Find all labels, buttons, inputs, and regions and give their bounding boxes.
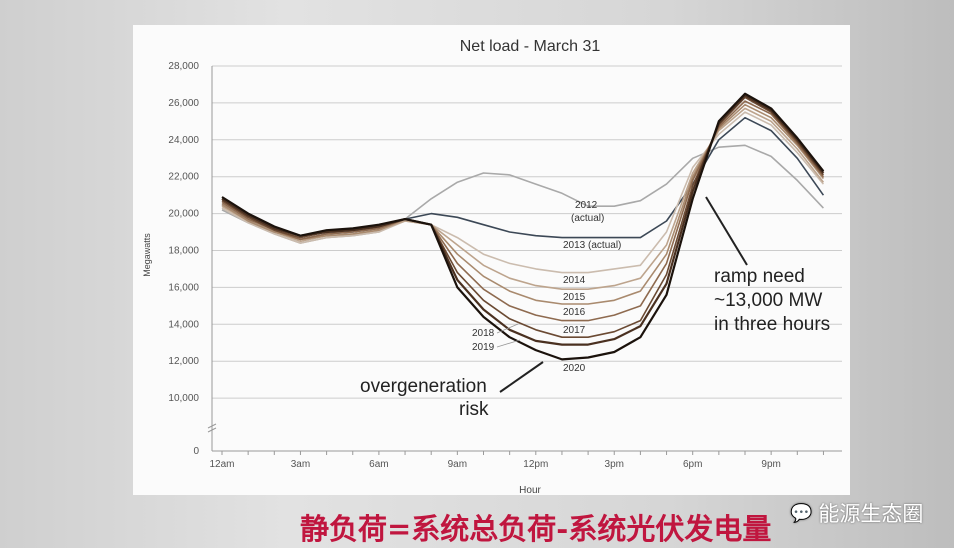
x-tick-label: 9am bbox=[448, 459, 467, 470]
y-tick-label: 10,000 bbox=[168, 393, 199, 404]
y-tick-label: 18,000 bbox=[168, 246, 199, 257]
series-line-2012 bbox=[221, 144, 824, 244]
x-tick-label: 3am bbox=[291, 459, 310, 470]
label-2019: 2019 bbox=[472, 342, 495, 353]
series-line-2020 bbox=[221, 92, 825, 361]
y-tick-label: 0 bbox=[193, 446, 199, 457]
leader-2018 bbox=[496, 323, 519, 334]
series-line-2014 bbox=[221, 111, 825, 274]
ramp-label-3: in three hours bbox=[714, 314, 830, 335]
leader-2019 bbox=[496, 339, 521, 348]
series-line-2019 bbox=[221, 94, 825, 346]
ramp-pointer bbox=[705, 196, 748, 266]
risk-label: risk bbox=[459, 399, 489, 420]
caption: 静负荷=系统总负荷-系统光伏发电量 bbox=[300, 512, 772, 546]
y-tick-label: 22,000 bbox=[168, 172, 199, 183]
label-2017: 2017 bbox=[563, 325, 586, 336]
x-axis-label: Hour bbox=[519, 485, 541, 496]
y-tick-label: 12,000 bbox=[168, 356, 199, 367]
ramp-label-1: ramp need bbox=[714, 266, 805, 287]
y-tick-label: 28,000 bbox=[168, 61, 199, 72]
label-2012-actual: (actual) bbox=[571, 213, 604, 224]
chart-title: Net load - March 31 bbox=[460, 38, 601, 55]
x-tick-label: 9pm bbox=[761, 459, 780, 470]
y-tick-label: 14,000 bbox=[168, 319, 199, 330]
overgeneration-label: overgeneration bbox=[360, 376, 487, 397]
label-2012: 2012 bbox=[575, 200, 598, 211]
series-line-2016 bbox=[221, 103, 825, 305]
y-tick-label: 24,000 bbox=[168, 135, 199, 146]
y-axis-label: Megawatts bbox=[142, 233, 152, 277]
overgeneration-pointer bbox=[499, 361, 544, 393]
x-tick-label: 12am bbox=[209, 459, 234, 470]
label-2018: 2018 bbox=[472, 328, 495, 339]
wechat-icon: 💬 bbox=[790, 502, 813, 523]
label-2014: 2014 bbox=[563, 275, 586, 286]
x-tick-label: 12pm bbox=[523, 459, 548, 470]
axis-break bbox=[207, 423, 217, 433]
y-tick-label: 20,000 bbox=[168, 209, 199, 220]
series-line-2017 bbox=[221, 100, 825, 322]
label-2016: 2016 bbox=[563, 307, 586, 318]
y-tick-label: 16,000 bbox=[168, 282, 199, 293]
x-tick-label: 6am bbox=[369, 459, 388, 470]
x-tick-label: 3pm bbox=[605, 459, 624, 470]
series-line-2015 bbox=[221, 107, 825, 290]
watermark: 💬 能源生态圈 bbox=[790, 498, 923, 528]
label-2015: 2015 bbox=[563, 292, 586, 303]
x-tick-label: 6pm bbox=[683, 459, 702, 470]
ramp-label-2: ~13,000 MW bbox=[714, 290, 822, 311]
series-line-2013 bbox=[221, 116, 825, 241]
label-2013: 2013 (actual) bbox=[563, 240, 621, 251]
label-2020: 2020 bbox=[563, 363, 586, 374]
y-tick-label: 26,000 bbox=[168, 98, 199, 109]
watermark-text: 能源生态圈 bbox=[818, 503, 924, 526]
